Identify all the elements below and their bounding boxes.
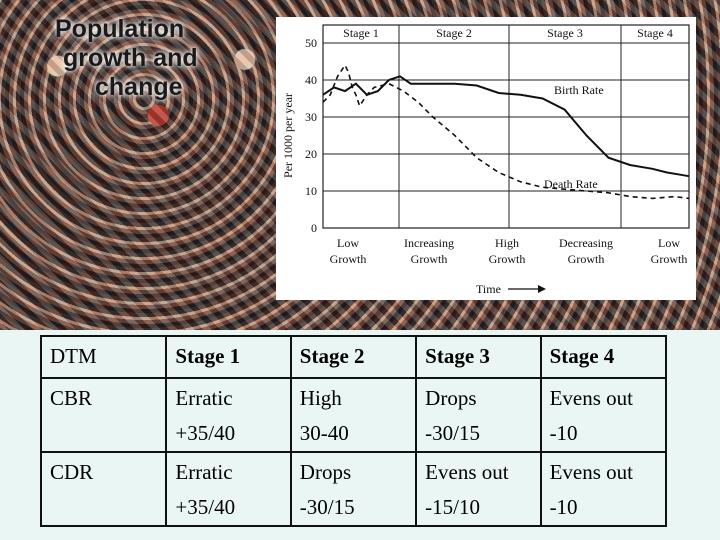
cell-line: Evens out — [549, 386, 633, 410]
cell-line: Erratic — [175, 460, 233, 484]
x-axis-label: Time — [476, 282, 501, 296]
cell-line: Evens out — [549, 460, 633, 484]
header-cell: DTM — [39, 335, 168, 379]
table-cell: Evens out -10 — [539, 377, 668, 453]
table-cell: High 30-40 — [289, 377, 418, 453]
y-tick-label: 10 — [305, 184, 317, 198]
growth-label: Low — [658, 236, 680, 250]
table-cell: Drops -30/15 — [415, 377, 542, 453]
cell-line: -15/10 — [425, 495, 480, 519]
stage-label: Stage 4 — [637, 26, 673, 40]
death-rate-line — [322, 63, 690, 200]
growth-label: Low — [337, 236, 359, 250]
cell-line: +35/40 — [175, 421, 236, 445]
table-cell: Evens out -10 — [539, 451, 668, 527]
row-label-cell: CBR — [39, 377, 168, 453]
cell-line: Drops — [425, 386, 477, 410]
header-cell: Stage 3 — [415, 335, 542, 379]
header-cell: Stage 2 — [289, 335, 418, 379]
stage-label: Stage 3 — [547, 26, 583, 40]
stage-label: Stage 1 — [343, 26, 379, 40]
cell-line: Erratic — [175, 386, 233, 410]
growth-label: Growth — [651, 252, 688, 266]
title-line: Population — [55, 15, 185, 43]
series-label: Birth Rate — [554, 83, 604, 97]
birth-rate-line — [322, 75, 690, 178]
y-tick-label: 50 — [305, 36, 317, 50]
y-tick-label: 30 — [305, 110, 317, 124]
cell-line: -10 — [549, 495, 578, 519]
y-tick-label: 0 — [311, 221, 317, 235]
dtm-table-wrap: DTM Stage 1 Stage 2 Stage 3 Stage 4 CBR … — [39, 335, 668, 527]
table-cell: Evens out -15/10 — [415, 451, 542, 527]
cell-line: Drops — [299, 460, 352, 484]
table-row: CDR Erratic +35/40 Drops -30/15 Evens out -… — [39, 451, 668, 527]
stage-label: Stage 2 — [436, 26, 472, 40]
y-tick-label: 20 — [305, 147, 317, 161]
header-cell: Stage 1 — [165, 335, 292, 379]
cell-line: 30-40 — [299, 421, 349, 445]
growth-label: Growth — [568, 252, 605, 266]
y-tick-label: 40 — [305, 73, 317, 87]
cell-line: -30/15 — [299, 495, 355, 519]
chart-svg: Stage 1 Stage 2 Stage 3 Stage 4 0 10 20 30 40 50 P… — [281, 24, 690, 296]
slide-title: Population growth and change — [55, 15, 255, 102]
table-row: CBR Erratic +35/40 High 30-40 Drops -30/15 … — [39, 377, 668, 453]
table-cell: Erratic +35/40 — [165, 451, 292, 527]
cell-line: Evens out — [425, 460, 509, 484]
table-header-row: DTM Stage 1 Stage 2 Stage 3 Stage 4 — [39, 335, 668, 379]
cell-line: +35/40 — [175, 495, 236, 519]
cell-line: -10 — [549, 421, 578, 445]
growth-label: Growth — [489, 252, 526, 266]
row-label-cell: CDR — [39, 451, 168, 527]
growth-label: Decreasing — [559, 236, 613, 250]
title-line: change — [95, 73, 183, 101]
growth-label: High — [495, 236, 519, 250]
growth-label: Growth — [330, 252, 367, 266]
table-cell: Drops -30/15 — [289, 451, 418, 527]
time-arrow-head — [538, 285, 546, 293]
demographic-transition-chart: Stage 1 Stage 2 Stage 3 Stage 4 0 10 20 30 40 50 P… — [276, 17, 696, 300]
growth-label: Growth — [411, 252, 448, 266]
table-cell: Erratic +35/40 — [165, 377, 292, 453]
plot-frame — [322, 24, 690, 229]
cell-line: High — [299, 386, 342, 410]
title-line: growth and — [63, 44, 198, 72]
cell-line: -30/15 — [425, 421, 480, 445]
y-axis-label: Per 1000 per year — [281, 93, 295, 178]
growth-label: Increasing — [404, 236, 454, 250]
header-cell: Stage 4 — [539, 335, 668, 379]
series-label: Death Rate — [544, 177, 598, 191]
dtm-table: DTM Stage 1 Stage 2 Stage 3 Stage 4 CBR … — [39, 335, 668, 527]
